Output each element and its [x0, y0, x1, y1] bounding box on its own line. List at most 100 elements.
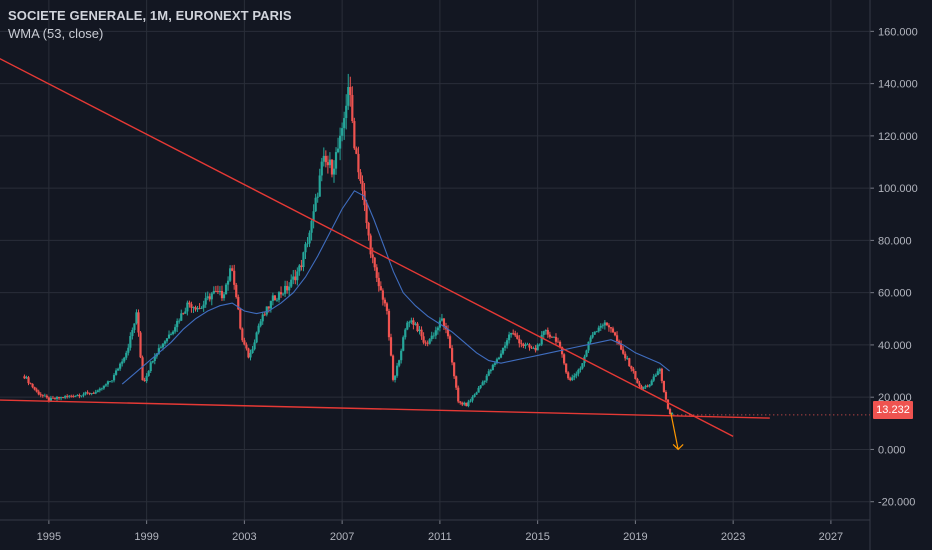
candle-body [453, 362, 456, 377]
candle-body [664, 391, 668, 400]
candle-body [261, 314, 264, 322]
candle-body [668, 408, 672, 415]
candle-body [375, 267, 378, 278]
candle-body [428, 339, 431, 344]
candle-body [214, 290, 217, 292]
candle-body [512, 332, 515, 334]
candle-body [43, 395, 46, 397]
candle-body [222, 294, 226, 299]
candle-body [174, 327, 177, 332]
candle-body [622, 349, 625, 354]
candle-body [446, 329, 450, 337]
x-tick-label: 2023 [721, 531, 745, 543]
candle-body [192, 307, 195, 308]
candle-body [473, 394, 476, 398]
candle-body [159, 347, 162, 349]
candle-body [646, 385, 649, 387]
candle-body [396, 365, 399, 376]
candle-body [25, 377, 28, 379]
candle-body [341, 128, 344, 136]
candle-body [98, 388, 101, 391]
candle-body [169, 333, 173, 335]
projection-arrow-shaft [670, 412, 679, 450]
candle-body [212, 290, 215, 294]
candle-body [53, 398, 57, 399]
candle-body [141, 357, 144, 381]
candle-body [198, 308, 201, 309]
candle-body [326, 162, 329, 166]
candle-body [634, 371, 637, 379]
candle-body [477, 387, 480, 393]
candle-body [273, 295, 277, 301]
candle-body [505, 340, 509, 346]
candle-body [39, 394, 42, 396]
candle-body [660, 368, 663, 381]
candle-body [125, 352, 128, 358]
candle-body [322, 155, 325, 162]
candle-body [662, 380, 666, 392]
candle-body [556, 341, 560, 343]
candle-body [82, 394, 85, 396]
candle-body [595, 331, 598, 333]
candle-body [102, 385, 105, 389]
candle-body [603, 322, 606, 326]
candle-body [632, 368, 635, 372]
candle-body [182, 313, 185, 315]
candle-body [487, 371, 490, 376]
candle-body [64, 396, 67, 398]
candle-body [620, 343, 623, 350]
candle-body [430, 335, 433, 340]
candle-body [104, 384, 107, 386]
candle-body [96, 390, 99, 393]
candle-body [410, 320, 413, 323]
candle-body [371, 254, 374, 258]
candle-body [226, 280, 230, 285]
candle-body [479, 385, 482, 388]
candle-body [247, 348, 250, 358]
candle-body [412, 320, 415, 325]
candle-body [186, 302, 189, 312]
candle-body [263, 314, 266, 316]
candle-body [92, 393, 95, 394]
candle-body [408, 322, 411, 324]
candle-body [638, 383, 641, 387]
y-tick-label: 100.000 [878, 183, 918, 195]
candle-body [210, 293, 213, 300]
candle-body [538, 344, 541, 346]
candle-body [302, 252, 305, 268]
candle-body [51, 397, 55, 399]
candle-body [611, 328, 615, 333]
candle-body [508, 334, 511, 341]
candle-body [534, 347, 537, 351]
candle-body [80, 395, 83, 397]
candle-body [328, 159, 332, 166]
candle-body [133, 323, 136, 330]
candle-body [151, 360, 154, 363]
candle-body [448, 336, 452, 349]
candle-body [391, 355, 395, 380]
candle-body [414, 323, 417, 325]
candle-body [626, 358, 629, 360]
candle-body [290, 279, 293, 287]
candle-body [255, 332, 258, 343]
candle-body [406, 322, 409, 330]
candle-body [149, 362, 152, 372]
candle-body [469, 400, 472, 402]
candle-body [347, 87, 350, 106]
candle-body [123, 357, 126, 362]
candle-body [117, 368, 120, 371]
candle-body [644, 385, 647, 388]
candle-body [196, 308, 199, 310]
candle-body [312, 211, 315, 221]
candle-body [188, 302, 191, 305]
x-tick-label: 2019 [623, 531, 647, 543]
candle-body [90, 393, 93, 394]
indicator-legend[interactable]: WMA (53, close) [8, 26, 104, 41]
candle-body [650, 380, 653, 385]
candle-body [420, 329, 423, 337]
candle-body [184, 311, 187, 314]
candle-body [516, 335, 519, 339]
candle-body [501, 347, 505, 354]
